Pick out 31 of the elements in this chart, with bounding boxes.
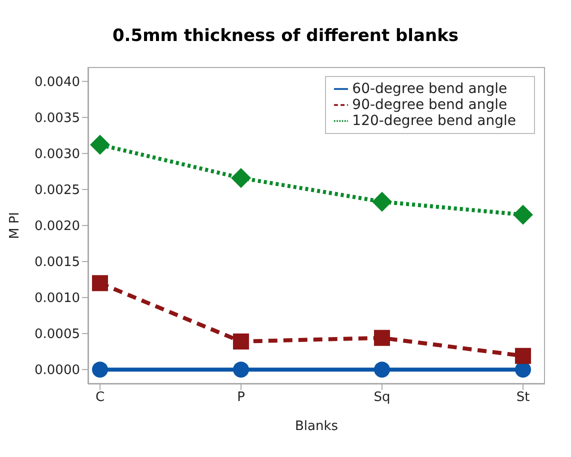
- point: [233, 362, 249, 378]
- y-tick-label: 0.0015: [34, 255, 80, 270]
- point: [515, 348, 531, 364]
- point: [374, 330, 390, 346]
- point: [515, 362, 531, 378]
- point: [92, 275, 108, 292]
- y-tick-label: 0.0035: [34, 111, 80, 126]
- point: [231, 168, 251, 188]
- y-tick-label: 0.0020: [34, 219, 80, 234]
- point: [92, 362, 108, 378]
- legend-label: 90-degree bend angle: [352, 97, 508, 113]
- y-tick-label: 0.0030: [34, 147, 80, 162]
- y-tick-label: 0.0040: [34, 75, 80, 90]
- y-tick-label: 0.0005: [34, 327, 80, 342]
- legend-label: 60-degree bend angle: [352, 81, 508, 97]
- y-tick-label: 0.0025: [34, 183, 80, 198]
- point: [90, 134, 110, 155]
- x-tick-label: Sq: [374, 390, 390, 406]
- y-tick-label: 0.0000: [34, 363, 80, 378]
- legend-label: 120-degree bend angle: [352, 113, 516, 129]
- x-tick-label: C: [95, 390, 105, 406]
- x-axis-title: Blanks: [294, 419, 338, 434]
- point: [513, 204, 533, 225]
- chart-title: 0.5mm thickness of different blanks: [111, 25, 460, 48]
- point: [374, 362, 390, 378]
- x-tick-label: St: [516, 390, 530, 406]
- point: [372, 192, 392, 212]
- y-axis-title: M PI: [8, 212, 23, 240]
- point: [233, 333, 249, 350]
- y-tick-label: 0.0010: [34, 291, 80, 306]
- x-tick-label: P: [237, 390, 246, 406]
